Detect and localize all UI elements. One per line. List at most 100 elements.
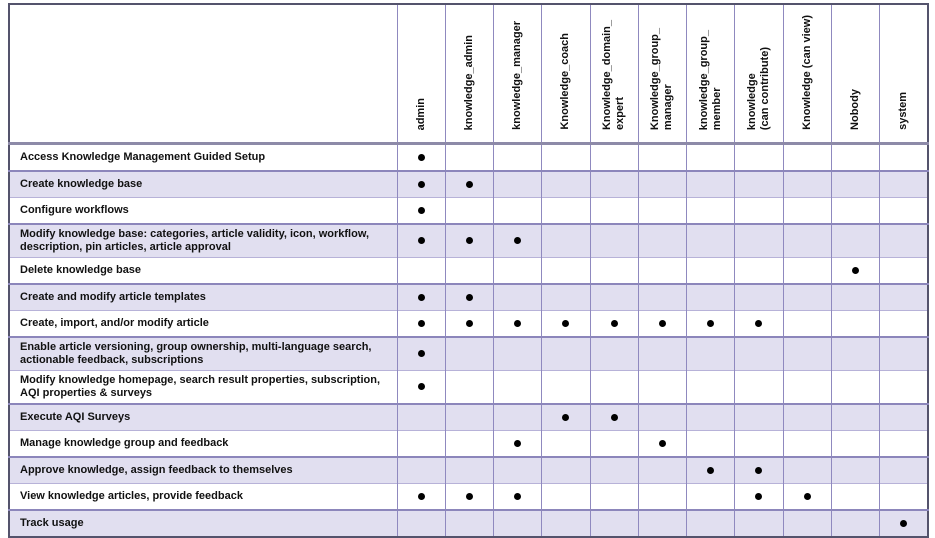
- permission-label: Manage knowledge group and feedback: [20, 437, 229, 449]
- permission-cell-knowledge-group-manager: [637, 171, 687, 198]
- permission-cell-knowledge-domain-expert: [589, 370, 639, 404]
- permission-cell-knowledge-manager: [493, 171, 542, 198]
- permission-label: Execute AQI Surveys: [20, 411, 131, 423]
- permission-cell-knowledge-admin: [444, 430, 494, 457]
- permission-cell-knowledge-domain-expert: [589, 404, 639, 431]
- permission-cell-knowledge-can-view: [782, 171, 832, 198]
- permission-cell-knowledge-group-member: [686, 510, 735, 537]
- permission-cell-system: [879, 224, 928, 258]
- permission-label: Enable article versioning, group ownersh…: [20, 341, 372, 366]
- permission-cell-knowledge-manager: [493, 510, 542, 537]
- permission-cell-knowledge-admin: [444, 404, 494, 431]
- permission-cell-knowledge-admin: [444, 257, 494, 284]
- permission-cell-knowledge-domain-expert: [589, 224, 639, 258]
- permission-cell-knowledge-manager: [493, 404, 542, 431]
- permission-cell-knowledge-group-member: [686, 257, 735, 284]
- bullet-mark: [465, 180, 473, 188]
- permission-cell-admin: [396, 370, 446, 404]
- column-header-label: knowledge_manager: [511, 21, 524, 130]
- bullet-mark: [465, 293, 473, 301]
- permission-cell-system: [879, 284, 928, 311]
- bullet-mark: [562, 413, 570, 421]
- column-header-admin: admin: [396, 4, 446, 145]
- bullet-mark: [417, 319, 425, 327]
- permission-cell-nobody: [830, 370, 880, 404]
- permission-cell-admin: [396, 171, 446, 198]
- permission-cell-knowledge-manager: [493, 257, 542, 284]
- permission-cell-knowledge-admin: [444, 143, 494, 171]
- permission-cell-nobody: [830, 510, 880, 537]
- permission-cell-nobody: [830, 430, 880, 457]
- permission-cell-knowledge-group-member: [686, 310, 735, 337]
- permission-cell-admin: [396, 310, 446, 337]
- permission-cell-knowledge-can-contribute: [734, 483, 784, 510]
- permission-cell-knowledge-domain-expert: [589, 310, 639, 337]
- permission-cell-nobody: [830, 224, 880, 258]
- permission-cell-knowledge-can-contribute: [734, 430, 784, 457]
- bullet-mark: [417, 153, 425, 161]
- bullet-mark: [610, 413, 618, 421]
- permission-label: Create and modify article templates: [20, 291, 206, 303]
- permission-cell-knowledge-group-member: [686, 171, 735, 198]
- permission-cell-knowledge-group-manager: [637, 337, 687, 371]
- column-header-knowledge-can-view: Knowledge (can view): [782, 4, 832, 145]
- permission-label: View knowledge articles, provide feedbac…: [20, 490, 243, 502]
- column-header-knowledge-can-contribute: knowledge (can contribute): [734, 4, 784, 145]
- permission-label: Delete knowledge base: [20, 264, 142, 276]
- bullet-mark: [707, 466, 715, 474]
- column-header-label: Knowledge_group_ manager: [649, 27, 675, 130]
- permission-cell-nobody: [830, 483, 880, 510]
- permission-cell-knowledge-can-contribute: [734, 310, 784, 337]
- permission-cell-knowledge-group-member: [686, 483, 735, 510]
- permission-cell-knowledge-can-view: [782, 370, 832, 404]
- permission-cell-knowledge-manager: [493, 310, 542, 337]
- permission-cell-knowledge-admin: [444, 171, 494, 198]
- permission-cell-knowledge-can-contribute: [734, 224, 784, 258]
- permission-cell-system: [879, 197, 928, 224]
- permission-cell-knowledge-can-contribute: [734, 197, 784, 224]
- permission-row-access-knowledge-management-guided: Access Knowledge Management Guided Setup: [9, 143, 928, 171]
- permission-cell-knowledge-manager: [493, 370, 542, 404]
- permission-cell-admin: [396, 457, 446, 484]
- bullet-mark: [514, 319, 522, 327]
- column-header-nobody: Nobody: [830, 4, 880, 145]
- permission-cell-knowledge-manager: [493, 483, 542, 510]
- column-header-system: system: [879, 4, 928, 145]
- permission-cell-admin: [396, 284, 446, 311]
- permission-cell-nobody: [830, 337, 880, 371]
- permission-cell-knowledge-group-manager: [637, 224, 687, 258]
- permission-label: Track usage: [20, 517, 84, 529]
- bullet-mark: [803, 492, 811, 500]
- permission-cell-knowledge-can-contribute: [734, 370, 784, 404]
- permission-cell-knowledge-group-manager: [637, 457, 687, 484]
- permission-cell-knowledge-coach: [541, 370, 591, 404]
- permission-cell-knowledge-can-view: [782, 483, 832, 510]
- permission-cell-knowledge-domain-expert: [589, 483, 639, 510]
- table-header: admin knowledge_admin knowledge_manager Kno…: [9, 4, 928, 145]
- permission-cell-knowledge-group-manager: [637, 430, 687, 457]
- bullet-mark: [852, 266, 860, 274]
- permission-cell-knowledge-group-member: [686, 197, 735, 224]
- permission-cell-knowledge-group-member: [686, 224, 735, 258]
- permission-cell-knowledge-can-contribute: [734, 284, 784, 311]
- permission-cell-knowledge-group-manager: [637, 370, 687, 404]
- permission-cell-knowledge-group-manager: [637, 284, 687, 311]
- permission-row-manage-knowledge-group-and: Manage knowledge group and feedback: [9, 430, 928, 457]
- permission-cell-knowledge-can-contribute: [734, 171, 784, 198]
- bullet-mark: [514, 439, 522, 447]
- permission-cell-knowledge-coach: [541, 457, 591, 484]
- permission-cell-knowledge-domain-expert: [589, 171, 639, 198]
- permission-cell-knowledge-can-view: [782, 224, 832, 258]
- bullet-mark: [562, 319, 570, 327]
- permission-cell-knowledge-domain-expert: [589, 430, 639, 457]
- permission-cell-system: [879, 510, 928, 537]
- column-header-knowledge-domain-expert: Knowledge_domain_ expert: [589, 4, 639, 145]
- permission-cell-knowledge-coach: [541, 310, 591, 337]
- permission-cell-knowledge-can-view: [782, 510, 832, 537]
- permissions-matrix: admin knowledge_admin knowledge_manager Kno…: [8, 3, 929, 538]
- permission-cell-nobody: [830, 284, 880, 311]
- permission-cell-knowledge-manager: [493, 284, 542, 311]
- column-header-knowledge-manager: knowledge_manager: [493, 4, 542, 145]
- bullet-mark: [417, 237, 425, 245]
- permission-cell-knowledge-coach: [541, 171, 591, 198]
